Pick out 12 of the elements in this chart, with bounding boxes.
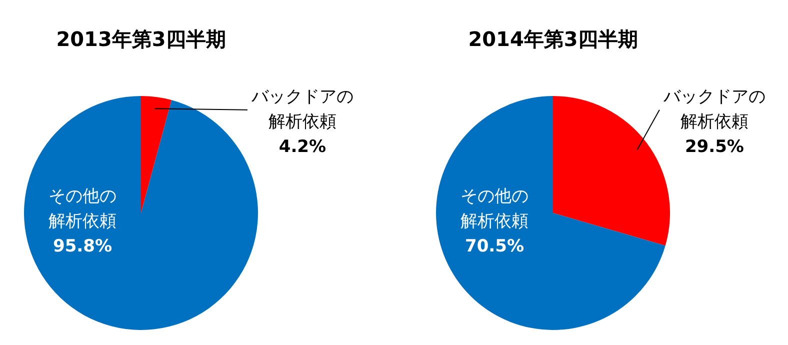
chart-title: 2013年第3四半期 xyxy=(56,27,226,51)
data-label: 4.2% xyxy=(278,136,326,157)
data-label: 95.8% xyxy=(53,236,112,256)
pie-slice xyxy=(436,96,666,330)
slice-label: バックドアの解析依頼 xyxy=(662,86,766,132)
slice-label: バックドアの解析依頼 xyxy=(250,86,354,132)
slice-label: その他の解析依頼 xyxy=(460,186,528,232)
data-label: 29.5% xyxy=(684,136,744,157)
pie-slice xyxy=(141,96,172,213)
slice-label: その他の解析依頼 xyxy=(48,186,116,232)
chart-title: 2014年第3四半期 xyxy=(468,27,638,51)
data-label: 70.5% xyxy=(465,236,524,256)
